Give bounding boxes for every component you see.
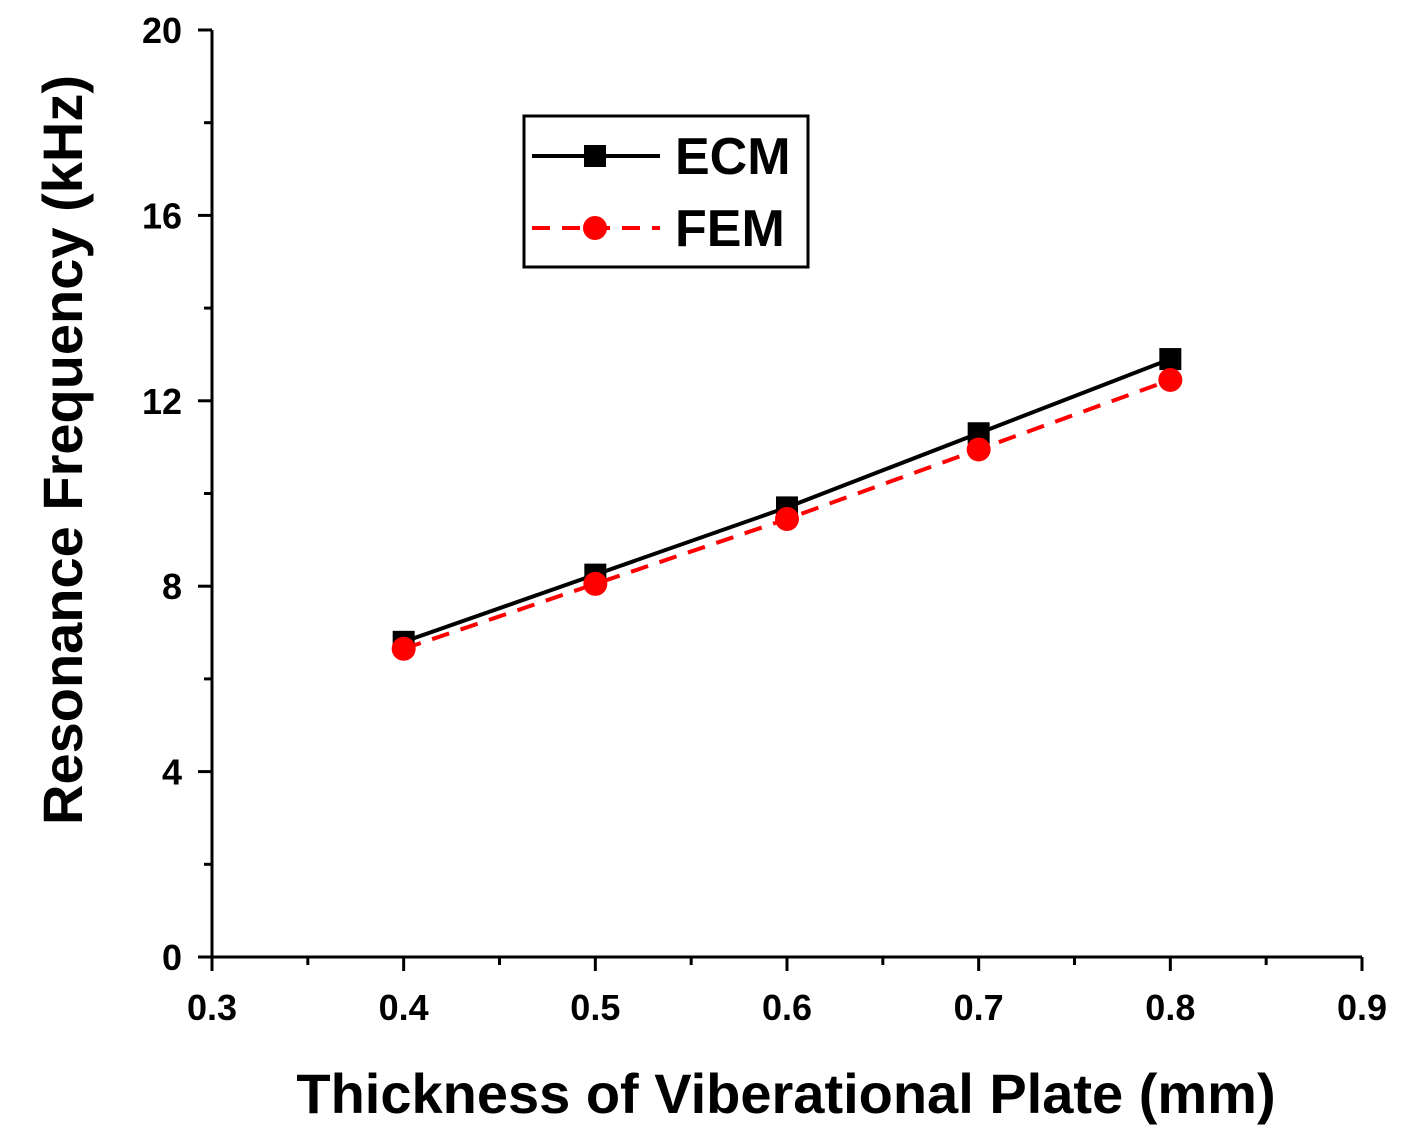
x-tick-label: 0.7 [954, 987, 1004, 1028]
data-point-fem [775, 506, 799, 531]
x-axis-title: Thickness of Viberational Plate (mm) [296, 1062, 1275, 1125]
legend-marker-ecm [584, 145, 606, 167]
y-tick-label: 8 [162, 566, 182, 607]
x-tick-label: 0.3 [187, 987, 237, 1028]
y-tick-label: 12 [142, 381, 182, 422]
legend: ECM FEM [522, 114, 810, 269]
y-axis-title: Resonance Frequency (kHz) [31, 75, 94, 825]
legend-box [522, 114, 810, 269]
data-point-fem [583, 571, 608, 596]
x-tick-label: 0.5 [570, 987, 620, 1028]
x-tick-label: 0.6 [762, 987, 812, 1028]
x-tick-label: 0.4 [379, 987, 429, 1028]
data-point-fem [1158, 367, 1183, 392]
legend-marker-fem [583, 216, 607, 240]
y-tick-label: 4 [162, 752, 182, 793]
x-tick-label: 0.9 [1337, 987, 1387, 1028]
y-tick-label: 0 [162, 937, 182, 978]
data-point-ecm [967, 422, 990, 445]
data-point-fem [966, 437, 991, 462]
data-point-ecm [1159, 348, 1182, 371]
y-tick-label: 20 [142, 10, 182, 51]
data-point-fem [391, 636, 416, 661]
legend-label-fem: FEM [675, 200, 785, 258]
legend-label-ecm: ECM [675, 128, 791, 186]
x-tick-label: 0.8 [1145, 987, 1195, 1028]
axes: 0.3 0.4 0.5 0.6 0.7 0.8 0.9 0 4 8 12 16 20 [142, 10, 1387, 1028]
plot-area [391, 348, 1183, 661]
y-tick-label: 16 [142, 195, 182, 236]
